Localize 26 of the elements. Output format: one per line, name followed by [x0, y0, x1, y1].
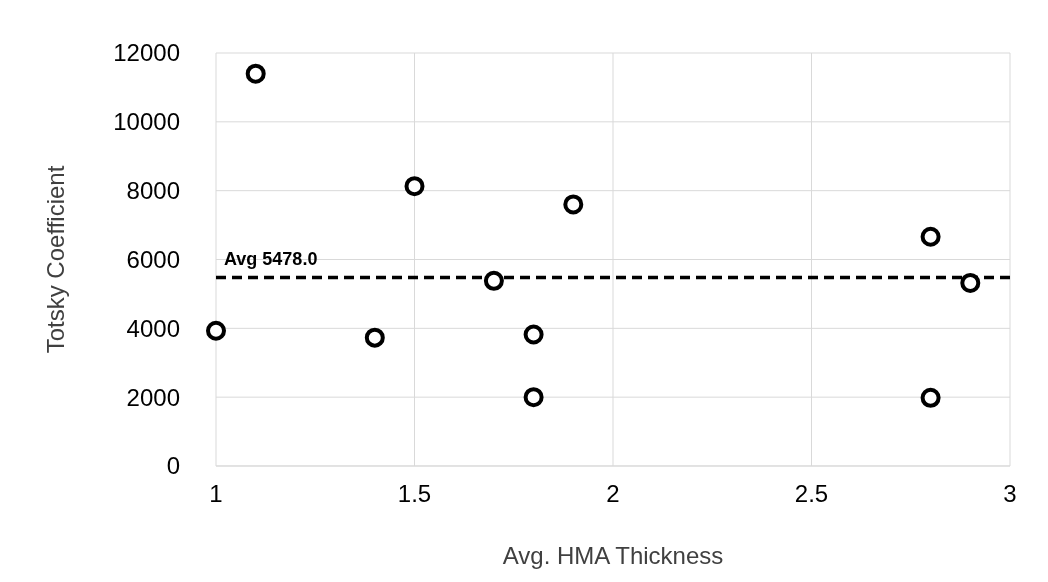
y-tick-label: 6000 — [126, 245, 180, 273]
point — [563, 194, 584, 215]
x-tick-label: 1 — [209, 480, 223, 507]
y-tick-label: 8000 — [126, 177, 180, 205]
point — [364, 327, 385, 348]
point — [245, 63, 266, 84]
point — [960, 272, 981, 293]
point — [523, 324, 544, 345]
x-tick-label: 2.5 — [794, 480, 829, 507]
y-tick-label: 10000 — [113, 108, 180, 136]
y-tick-label: 4000 — [126, 314, 180, 342]
point — [404, 176, 425, 197]
y-tick-label: 12000 — [113, 39, 180, 67]
point — [206, 320, 226, 341]
point — [483, 270, 504, 291]
x-tick-label: 3 — [1003, 480, 1017, 507]
y-tick-label: 2000 — [126, 383, 180, 411]
point — [920, 387, 941, 408]
x-axis-title: Avg. HMA Thickness — [502, 542, 724, 569]
point — [920, 226, 941, 247]
point — [523, 387, 544, 408]
x-tick-label: 1.5 — [397, 480, 432, 507]
x-tick-label: 2 — [606, 480, 620, 507]
ref-line-label: Avg 5478.0 — [224, 249, 318, 270]
y-axis-title: Totsky Coefficient — [42, 165, 69, 354]
y-tick-label: 0 — [166, 452, 180, 480]
